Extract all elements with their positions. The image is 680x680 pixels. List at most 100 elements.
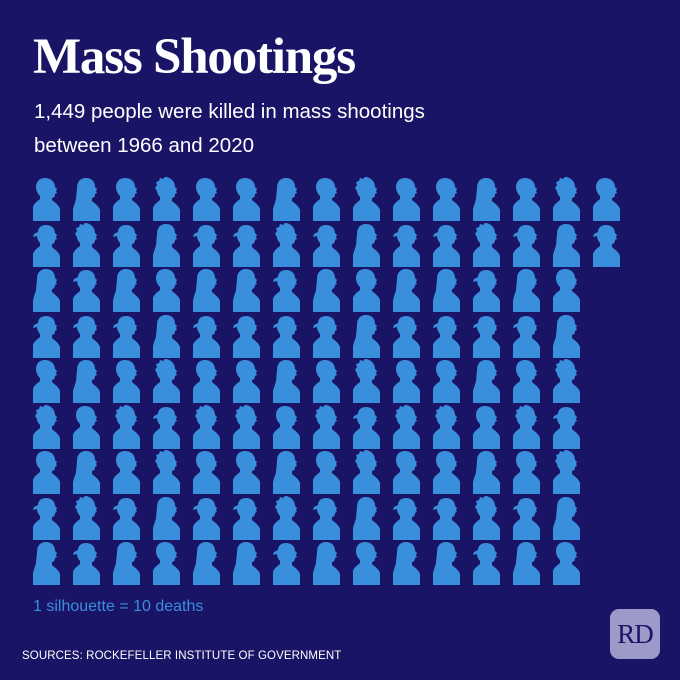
silhouette-icon <box>473 405 501 449</box>
silhouette-icon <box>513 223 541 267</box>
silhouette-icon <box>113 177 141 221</box>
silhouette-icon <box>353 496 381 540</box>
silhouette-icon <box>233 450 261 494</box>
silhouette-icon <box>353 359 381 403</box>
silhouette-icon <box>473 450 501 494</box>
silhouette-icon <box>553 359 581 403</box>
silhouette-icon <box>233 177 261 221</box>
silhouette-icon <box>153 223 181 267</box>
silhouette-icon <box>233 359 261 403</box>
silhouette-icon <box>273 541 301 585</box>
silhouette-icon <box>73 405 101 449</box>
silhouette-icon <box>153 359 181 403</box>
silhouette-icon <box>193 450 221 494</box>
silhouette-icon <box>513 496 541 540</box>
silhouette-icon <box>553 177 581 221</box>
silhouette-icon <box>473 314 501 358</box>
silhouette-icon <box>153 405 181 449</box>
silhouette-icon <box>393 268 421 312</box>
silhouette-icon <box>73 222 101 267</box>
silhouette-icon <box>593 177 621 221</box>
pictogram-grid <box>33 177 653 597</box>
silhouette-icon <box>433 496 461 540</box>
silhouette-icon <box>113 223 141 267</box>
silhouette-icon <box>73 314 101 358</box>
silhouette-icon <box>553 314 581 358</box>
silhouette-icon <box>553 541 581 585</box>
silhouette-icon <box>513 314 541 358</box>
silhouette-icon <box>33 177 61 221</box>
silhouette-icon <box>473 495 501 540</box>
silhouette-icon <box>313 496 341 540</box>
silhouette-icon <box>433 359 461 403</box>
silhouette-icon <box>353 314 381 358</box>
silhouette-icon <box>233 404 261 449</box>
silhouette-icon <box>433 268 461 312</box>
silhouette-icon <box>513 404 541 449</box>
silhouette-icon <box>433 314 461 358</box>
silhouette-icon <box>273 268 301 312</box>
silhouette-icon <box>193 541 221 585</box>
silhouette-icon <box>313 450 341 494</box>
silhouette-icon <box>33 223 61 267</box>
silhouette-icon <box>273 405 301 449</box>
silhouette-icon <box>433 450 461 494</box>
silhouette-icon <box>353 405 381 449</box>
silhouette-icon <box>73 541 101 585</box>
source-note: SOURCES: ROCKEFELLER INSTITUTE OF GOVERN… <box>22 650 342 662</box>
silhouette-icon <box>393 450 421 494</box>
silhouette-icon <box>393 359 421 403</box>
silhouette-icon <box>113 314 141 358</box>
silhouette-icon <box>193 496 221 540</box>
silhouette-icon <box>473 541 501 585</box>
silhouette-icon <box>153 314 181 358</box>
silhouette-icon <box>433 223 461 267</box>
silhouette-icon <box>113 496 141 540</box>
silhouette-icon <box>313 177 341 221</box>
silhouette-icon <box>273 177 301 221</box>
silhouette-icon <box>73 359 101 403</box>
silhouette-icon <box>553 496 581 540</box>
silhouette-icon <box>113 404 141 449</box>
silhouette-icon <box>33 268 61 312</box>
silhouette-icon <box>193 314 221 358</box>
silhouette-icon <box>233 314 261 358</box>
silhouette-icon <box>353 177 381 221</box>
silhouette-icon <box>393 177 421 221</box>
silhouette-icon <box>33 496 61 540</box>
silhouette-icon <box>553 450 581 494</box>
silhouette-icon <box>33 450 61 494</box>
silhouette-icon <box>33 404 61 449</box>
silhouette-icon <box>473 177 501 221</box>
silhouette-icon <box>233 541 261 585</box>
silhouette-icon <box>513 450 541 494</box>
silhouette-icon <box>433 541 461 585</box>
rd-logo: RD <box>610 609 660 659</box>
silhouette-icon <box>153 496 181 540</box>
silhouette-icon <box>73 495 101 540</box>
silhouette-icon <box>153 177 181 221</box>
silhouette-icon <box>313 541 341 585</box>
silhouette-icon <box>233 268 261 312</box>
silhouette-icon <box>393 541 421 585</box>
silhouette-icon <box>273 450 301 494</box>
silhouette-icon <box>153 541 181 585</box>
silhouette-icon <box>393 404 421 449</box>
silhouette-icon <box>273 314 301 358</box>
silhouette-icon <box>393 223 421 267</box>
silhouette-icon <box>473 222 501 267</box>
silhouette-icon <box>353 223 381 267</box>
silhouette-icon <box>193 404 221 449</box>
silhouette-icon <box>273 359 301 403</box>
silhouette-icon <box>473 268 501 312</box>
silhouette-icon <box>73 177 101 221</box>
silhouette-icon <box>273 495 301 540</box>
silhouette-icon <box>353 268 381 312</box>
silhouette-icon <box>473 359 501 403</box>
silhouette-icon <box>33 541 61 585</box>
silhouette-icon <box>553 268 581 312</box>
silhouette-icon <box>273 222 301 267</box>
silhouette-icon <box>193 177 221 221</box>
silhouette-icon <box>313 223 341 267</box>
silhouette-icon <box>433 177 461 221</box>
